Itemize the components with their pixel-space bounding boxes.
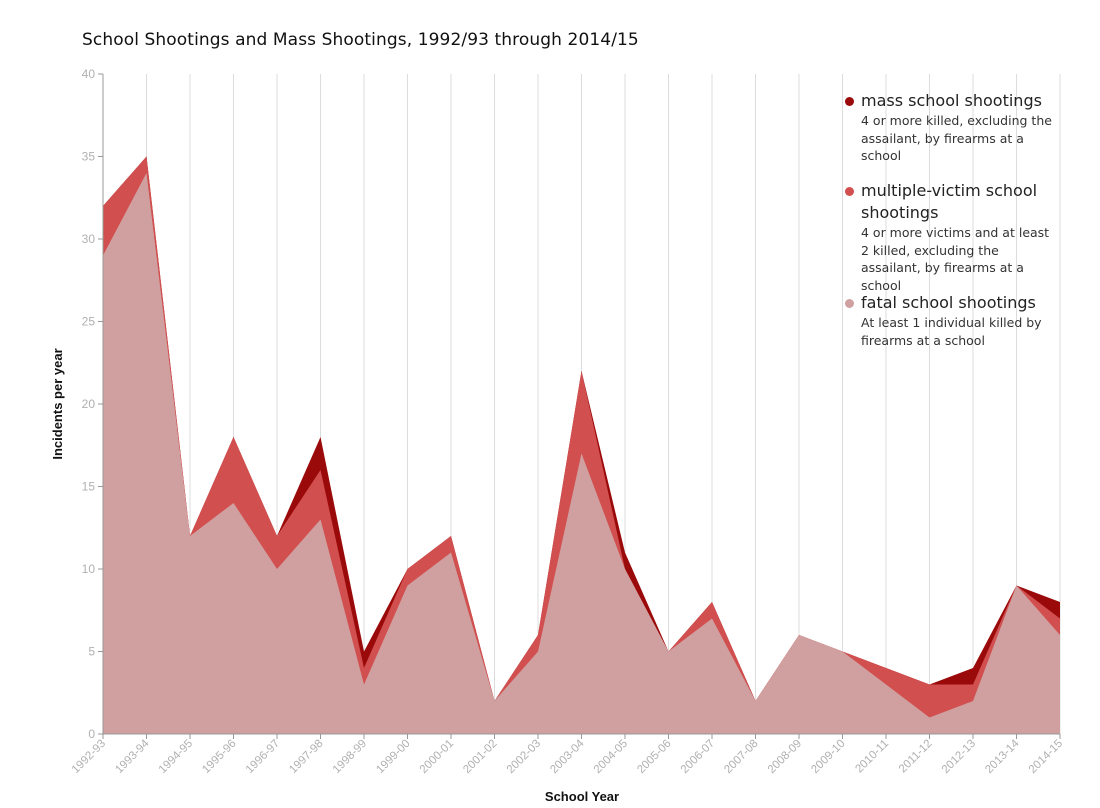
x-axis-label: School Year [545, 789, 619, 804]
y-tick-label-0: 0 [88, 727, 95, 741]
x-tick-label-2013-14: 2013-14 [983, 737, 1022, 776]
y-tick-label-30: 30 [82, 232, 96, 246]
x-tick-label-2002-03: 2002-03 [505, 738, 543, 776]
y-tick-label-25: 25 [82, 315, 96, 329]
x-tick-label-2012-13: 2012-13 [940, 738, 978, 776]
y-axis-label: Incidents per year [50, 348, 65, 459]
x-tick-label-2000-01: 2000-01 [418, 738, 456, 776]
x-tick-label-1995-96: 1995-96 [200, 738, 238, 776]
x-tick-label-2003-04: 2003-04 [548, 737, 587, 776]
x-tick-label-1994-95: 1994-95 [157, 738, 195, 776]
x-tick-label-1999-00: 1999-00 [374, 738, 412, 776]
legend-label-fatal: fatal school shootings [861, 293, 1036, 312]
x-tick-label-1993-94: 1993-94 [113, 737, 152, 776]
legend-label-multiple-victim: multiple-victim school shootings [861, 181, 1038, 222]
x-tick-label-1998-99: 1998-99 [331, 738, 369, 776]
x-tick-label-2008-09: 2008-09 [766, 738, 804, 776]
x-tick-label-2006-07: 2006-07 [679, 738, 717, 776]
y-tick-label-5: 5 [88, 645, 95, 659]
legend-description-multiple-victim: 4 or more victims and at least 2 killed,… [861, 225, 1050, 293]
x-tick-label-1992-93: 1992-93 [70, 738, 108, 776]
y-tick-label-40: 40 [82, 67, 96, 81]
area-series [103, 156, 1060, 734]
y-tick-label-35: 35 [82, 150, 96, 164]
x-tick-label-2004-05: 2004-05 [592, 738, 630, 776]
x-tick-label-2011-12: 2011-12 [897, 738, 935, 776]
x-tick-label-2005-06: 2005-06 [635, 738, 673, 776]
legend-description-fatal: At least 1 individual killed by firearms… [861, 315, 1042, 348]
y-tick-label-15: 15 [82, 480, 96, 494]
legend-label-mass: mass school shootings [861, 91, 1042, 110]
chart-title: School Shootings and Mass Shootings, 199… [82, 30, 639, 50]
area-multiple-victim-school-shootings [103, 156, 1060, 734]
x-tick-label-2009-10: 2009-10 [809, 738, 847, 776]
y-tick-label-20: 20 [82, 397, 96, 411]
x-tick-label-2010-11: 2010-11 [853, 738, 891, 776]
y-tick-label-10: 10 [82, 562, 96, 576]
x-tick-label-1996-97: 1996-97 [244, 738, 282, 776]
legend-item-mass: mass school shootings 4 or more killed, … [845, 90, 1060, 165]
legend-item-multiple-victim: multiple-victim school shootings 4 or mo… [845, 180, 1060, 294]
legend-swatch-fatal [845, 299, 854, 308]
legend-swatch-mass [845, 97, 854, 106]
x-tick-label-2014-15: 2014-15 [1027, 738, 1065, 776]
x-tick-label-1997-98: 1997-98 [287, 738, 325, 776]
x-tick-label-2007-08: 2007-08 [722, 738, 760, 776]
legend-description-mass: 4 or more killed, excluding the assailan… [861, 113, 1052, 163]
area-fatal-school-shootings [103, 173, 1060, 734]
legend-item-fatal: fatal school shootings At least 1 indivi… [845, 292, 1060, 349]
x-tick-label-2001-02: 2001-02 [461, 738, 499, 776]
legend-swatch-multiple-victim [845, 187, 854, 196]
